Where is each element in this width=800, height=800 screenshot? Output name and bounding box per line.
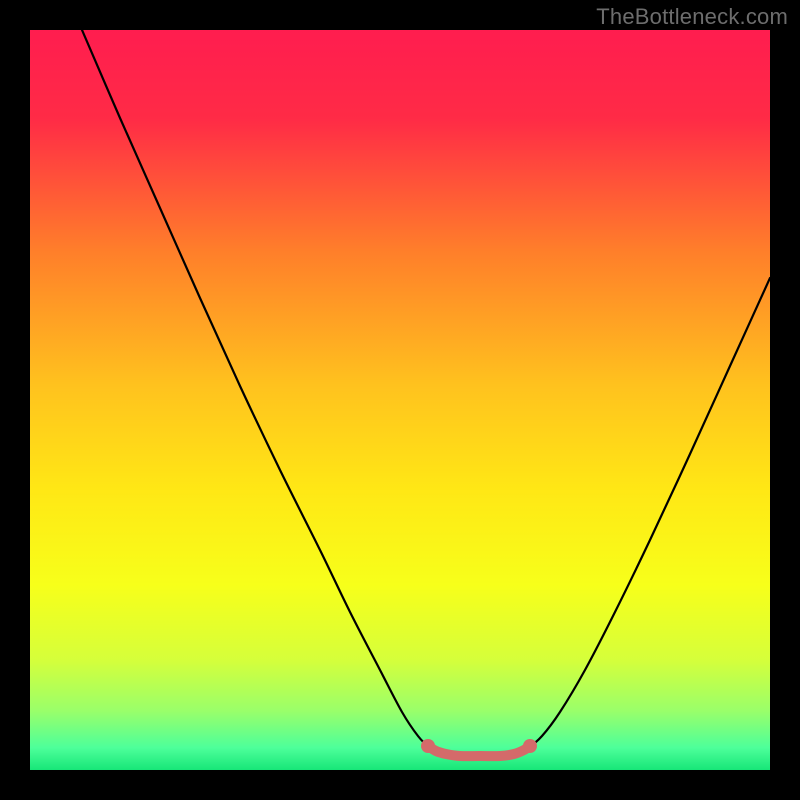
attribution-text: TheBottleneck.com: [596, 4, 788, 30]
highlight-end-dot: [523, 739, 537, 753]
gradient-background: [30, 30, 770, 770]
highlight-start-dot: [421, 739, 435, 753]
chart-frame: TheBottleneck.com: [0, 0, 800, 800]
plot-area: [30, 30, 770, 770]
bottleneck-curve-chart: [30, 30, 770, 770]
